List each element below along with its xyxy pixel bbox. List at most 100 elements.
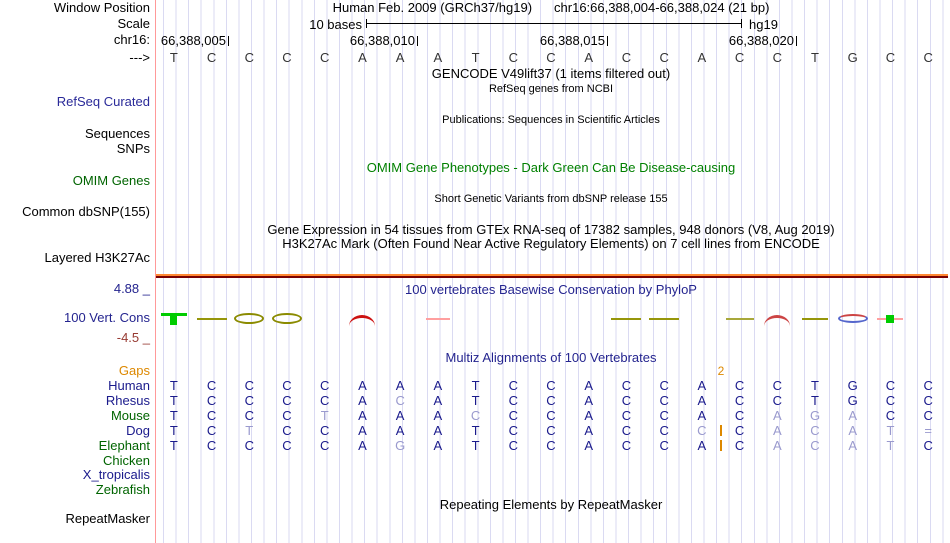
track-label-vert-cons[interactable]: 100 Vert. Cons: [64, 310, 150, 325]
alignment-base: C: [206, 423, 217, 438]
ref-base: C: [546, 50, 556, 65]
track-label-gaps[interactable]: Gaps: [118, 363, 150, 378]
cons-mark: [425, 318, 450, 320]
alignment-base: A: [772, 438, 782, 453]
alignment-base: A: [358, 393, 367, 408]
alignment-base: C: [395, 393, 405, 408]
alignment-base: A: [358, 378, 367, 393]
track-title-gtex-title[interactable]: Gene Expression in 54 tissues from GTEx …: [267, 222, 835, 237]
alignment-base: C: [659, 393, 669, 408]
alignment-base: C: [508, 408, 518, 423]
alignment-base: C: [621, 393, 632, 408]
track-title-repeatmasker-title[interactable]: Repeating Elements by RepeatMasker: [439, 497, 663, 512]
track-label-phylop-min[interactable]: -4.5 _: [116, 330, 150, 345]
ref-base: A: [584, 50, 594, 65]
species-label-dog[interactable]: Dog: [126, 423, 150, 438]
alignment-base: C: [282, 393, 292, 408]
track-title-publications-title[interactable]: Publications: Sequences in Scientific Ar…: [442, 114, 660, 126]
cons-mark: [611, 318, 642, 320]
alignment-base: C: [659, 423, 669, 438]
alignment-base: T: [169, 393, 178, 408]
position-tick: [796, 36, 797, 46]
alignment-base: C: [546, 423, 556, 438]
ref-base: C: [508, 50, 518, 65]
alignment-base: C: [621, 408, 632, 423]
alignment-base: C: [923, 408, 933, 423]
alignment-base: T: [811, 378, 819, 393]
alignment-base: A: [395, 423, 405, 438]
track-label-chrom[interactable]: chr16:: [113, 32, 150, 47]
track-label-scale[interactable]: Scale: [117, 16, 150, 31]
alignment-base: C: [282, 408, 292, 423]
species-label-rhesus[interactable]: Rhesus: [105, 393, 150, 408]
track-label-repeatmasker[interactable]: RepeatMasker: [65, 511, 150, 526]
species-label-human[interactable]: Human: [108, 378, 150, 393]
alignment-base: C: [697, 423, 707, 438]
position-label: 66,388,020: [728, 33, 794, 48]
position-label: 66,388,010: [349, 33, 415, 48]
track-title-conservation-title[interactable]: 100 vertebrates Basewise Conservation by…: [405, 282, 697, 297]
species-label-x_tropicalis[interactable]: X_tropicalis: [82, 467, 150, 482]
h3k27ac-baseline-maroon: [156, 276, 948, 278]
track-title-h3k27ac-title[interactable]: H3K27Ac Mark (Often Found Near Active Re…: [282, 236, 820, 251]
assembly-title: Human Feb. 2009 (GRCh37/hg19): [332, 0, 533, 15]
track-title-refseq-subtitle[interactable]: RefSeq genes from NCBI: [488, 83, 614, 95]
alignment-base: C: [621, 378, 632, 393]
track-label-strand[interactable]: --->: [129, 50, 150, 65]
ref-base: C: [734, 50, 745, 65]
alignment-base: A: [433, 423, 443, 438]
cons-mark: [802, 318, 828, 320]
alignment-base: A: [697, 378, 707, 393]
alignment-base: A: [697, 438, 707, 453]
track-title-gencode-title[interactable]: GENCODE V49lift37 (1 items filtered out): [431, 66, 671, 81]
ref-base: C: [923, 50, 933, 65]
alignment-base: C: [810, 438, 820, 453]
alignment-base: T: [886, 423, 895, 438]
alignment-base: C: [244, 438, 254, 453]
track-label-snps[interactable]: SNPs: [116, 141, 150, 156]
position-tick: [228, 36, 229, 46]
alignment-base: C: [244, 393, 254, 408]
alignment-base: C: [320, 378, 330, 393]
track-label-sequences[interactable]: Sequences: [84, 126, 150, 141]
alignment-base: A: [395, 378, 405, 393]
track-label-phylop-max[interactable]: 4.88 _: [113, 281, 150, 296]
alignment-base: T: [471, 423, 480, 438]
alignment-base: A: [358, 438, 367, 453]
track-title-multiz-title[interactable]: Multiz Alignments of 100 Vertebrates: [445, 350, 657, 365]
gap-count-label: 2: [717, 364, 725, 378]
scale-value-label: 10 bases: [309, 17, 362, 32]
alignment-base: C: [659, 408, 669, 423]
alignment-base: C: [885, 408, 896, 423]
track-label-common-dbsnp[interactable]: Common dbSNP(155): [22, 204, 150, 219]
cons-mark: [725, 318, 754, 320]
ref-base: C: [772, 50, 782, 65]
alignment-base: C: [772, 393, 782, 408]
track-label-window-position[interactable]: Window Position: [53, 0, 150, 15]
track-label-refseq-curated[interactable]: RefSeq Curated: [56, 94, 150, 109]
position-label: 66,388,015: [539, 33, 605, 48]
track-label-layered-h3k27ac[interactable]: Layered H3K27Ac: [44, 250, 150, 265]
alignment-base: C: [282, 378, 292, 393]
ref-base: C: [320, 50, 330, 65]
alignment-base: C: [508, 438, 518, 453]
track-title-dbsnp-title[interactable]: Short Genetic Variants from dbSNP releas…: [434, 193, 668, 205]
alignment-base: C: [734, 393, 745, 408]
alignment-base: A: [848, 438, 858, 453]
cons-mark: [349, 315, 376, 326]
species-label-elephant[interactable]: Elephant: [98, 438, 150, 453]
cons-mark: [649, 318, 680, 320]
alignment-base: T: [886, 438, 895, 453]
alignment-base: C: [508, 423, 518, 438]
track-label-omim-genes[interactable]: OMIM Genes: [72, 173, 150, 188]
cons-mark: [169, 315, 177, 325]
species-label-chicken[interactable]: Chicken: [103, 453, 150, 468]
ref-base: C: [206, 50, 217, 65]
h3k27ac-baseline-orange: [156, 274, 948, 276]
species-label-zebrafish[interactable]: Zebrafish: [95, 482, 150, 497]
species-label-mouse[interactable]: Mouse: [110, 408, 150, 423]
track-title-omim-title[interactable]: OMIM Gene Phenotypes - Dark Green Can Be…: [366, 160, 736, 175]
alignment-base: C: [734, 408, 745, 423]
alignment-base: T: [245, 423, 254, 438]
